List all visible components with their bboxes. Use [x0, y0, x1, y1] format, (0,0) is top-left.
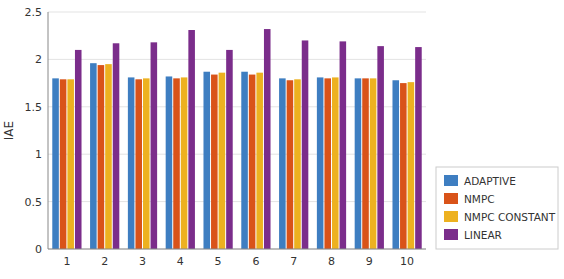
bar — [241, 72, 248, 249]
grid-line — [48, 249, 426, 250]
bars — [52, 29, 421, 249]
bar — [415, 47, 422, 249]
y-tick-label: 2 — [35, 53, 42, 66]
bar — [279, 78, 286, 249]
x-tick-label: 9 — [366, 255, 373, 268]
bar — [370, 78, 377, 249]
bar — [408, 82, 415, 249]
bar — [151, 42, 158, 249]
x-tick-label: 3 — [139, 255, 146, 268]
bar — [362, 78, 369, 249]
x-tick-label: 7 — [290, 255, 297, 268]
bar — [203, 72, 210, 249]
legend-label: NMPC — [464, 193, 495, 205]
y-tick-label: 0 — [35, 243, 42, 256]
y-tick-label: 1.5 — [25, 101, 43, 114]
bar — [332, 77, 339, 249]
y-tick-label: 2.5 — [25, 6, 43, 19]
x-tick-label: 4 — [177, 255, 184, 268]
bar — [143, 78, 150, 249]
bar — [188, 30, 195, 249]
legend-swatch — [444, 193, 458, 204]
bar — [67, 79, 74, 249]
legend-label: ADAPTIVE — [464, 175, 516, 187]
legend-swatch — [444, 229, 458, 240]
bar — [211, 75, 218, 249]
y-tick-label: 0.5 — [25, 196, 43, 209]
bar — [166, 76, 173, 249]
bar — [340, 41, 347, 249]
grid-line — [48, 154, 426, 155]
legend-label: NMPC CONSTANT — [464, 211, 556, 223]
chart: 0 0.5 1 1.5 2 2.5 IAE 1 2 3 4 5 6 7 8 9 10 ADAPTIVE NMPC NM… — [0, 0, 564, 279]
x-tick-label: 8 — [328, 255, 335, 268]
x-axis: 1 2 3 4 5 6 7 8 9 10 — [48, 12, 426, 268]
bar — [113, 43, 120, 249]
bar — [355, 78, 362, 249]
bar — [302, 40, 309, 249]
bar — [90, 63, 97, 249]
bar — [226, 50, 233, 249]
bar — [324, 78, 331, 249]
bar — [75, 50, 82, 249]
x-tick-label: 2 — [101, 255, 108, 268]
bar — [256, 73, 263, 249]
bar — [52, 78, 59, 249]
bar — [377, 46, 384, 249]
y-axis-line — [48, 12, 49, 249]
x-tick-label: 5 — [215, 255, 222, 268]
legend-box — [436, 167, 558, 249]
grid-line — [48, 12, 426, 13]
bar — [219, 73, 226, 249]
y-axis: 0 0.5 1 1.5 2 2.5 — [25, 6, 427, 256]
bar — [264, 29, 271, 249]
bar — [173, 78, 180, 249]
bar — [249, 75, 256, 249]
grid-line — [48, 201, 426, 202]
bar — [135, 79, 142, 249]
grid-line — [48, 106, 426, 107]
bar — [60, 79, 67, 249]
bar — [105, 64, 112, 249]
bar — [287, 80, 294, 249]
legend: ADAPTIVE NMPC NMPC CONSTANT LINEAR — [436, 167, 558, 249]
y-axis-label: IAE — [2, 121, 16, 140]
bar — [128, 77, 135, 249]
legend-label: LINEAR — [464, 229, 502, 241]
chart-container: 0 0.5 1 1.5 2 2.5 IAE 1 2 3 4 5 6 7 8 9 10 ADAPTIVE NMPC NM… — [0, 0, 564, 279]
x-tick-label: 1 — [63, 255, 70, 268]
x-axis-line — [48, 249, 426, 250]
bar — [294, 79, 301, 249]
x-tick-label: 6 — [252, 255, 259, 268]
legend-swatch — [444, 211, 458, 222]
bar — [98, 65, 105, 249]
x-tick-label: 10 — [400, 255, 414, 268]
y-tick-label: 1 — [35, 148, 42, 161]
legend-swatch — [444, 175, 458, 186]
bar — [317, 77, 324, 249]
grid-line — [48, 59, 426, 60]
bar — [400, 83, 407, 249]
bar — [181, 77, 188, 249]
bar — [392, 80, 399, 249]
